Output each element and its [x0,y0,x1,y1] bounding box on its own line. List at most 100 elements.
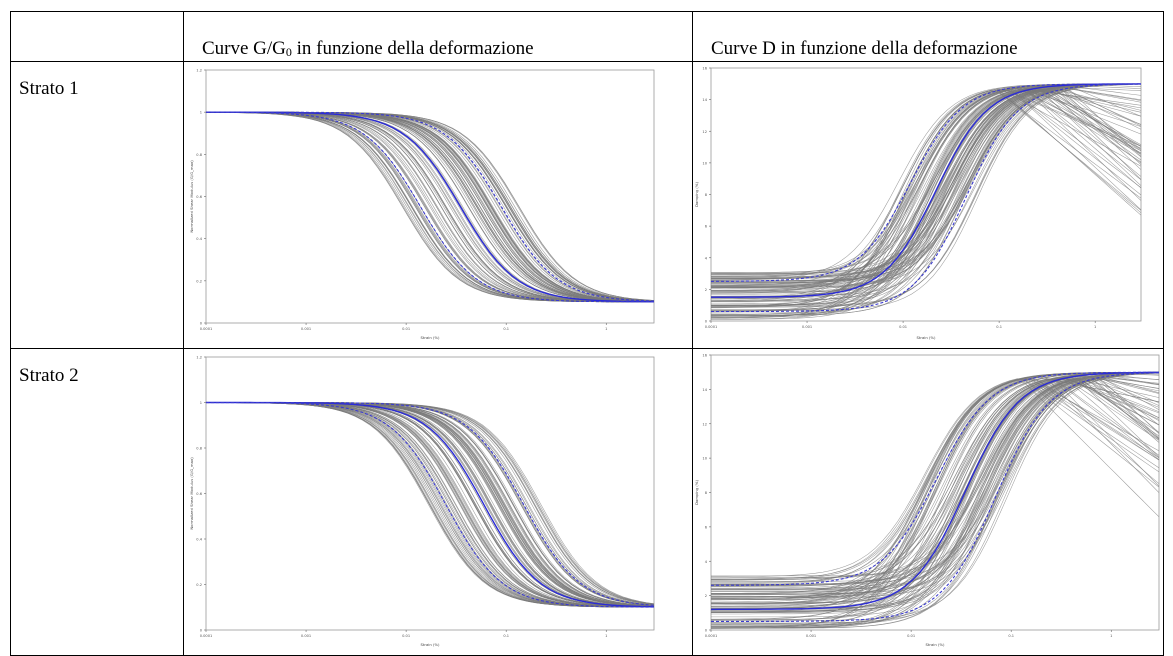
bound-curve [710,83,1142,282]
realization-curve [711,378,1160,584]
x-tick-label: 0.001 [301,634,311,638]
y-tick-label: 10 [702,457,707,461]
realization-curve [711,89,1142,301]
realization-curve [711,89,1142,292]
y-tick-label: 10 [702,161,707,165]
y-tick-label: 16 [702,67,707,71]
median-curve [206,111,654,303]
y-tick-label: 0 [200,629,203,633]
realization-curve [711,88,1142,279]
y-tick-label: 0 [200,322,203,326]
row-label-cell: Strato 1 [10,61,184,349]
y-tick-label: 16 [702,354,707,358]
header-d-title: Curve D in funzione della deformazione [711,38,1018,59]
y-tick-label: 0.6 [196,195,202,199]
bound-curve [206,111,655,302]
realization-curve [711,372,1160,595]
y-tick-label: 0.2 [196,279,202,283]
bound-curve [711,83,1142,313]
realization-curve [711,376,1160,627]
x-tick-label: 1 [1094,325,1096,329]
x-tick-label: 0.1 [503,327,509,331]
x-tick-label: 1 [605,327,607,331]
realization-curve [711,88,1142,311]
x-tick-label: 0.01 [402,634,410,638]
chart-strato-2-d: 0 2 4 6 8 10 12 14 16 0.0001 0.001 0.01 0.1 1 Strain (… [694,354,1160,647]
x-axis-label: Strain (%) [925,642,945,647]
plot-strato-2-g: 0 0.2 0.4 0.6 0.8 1 1.2 0.0001 0.001 0.01 0.1 1 Stra… [184,349,692,655]
realizations-group [711,371,1160,629]
realization-curve [711,89,1142,277]
x-tick-label: 0.001 [802,325,812,329]
x-tick-label: 0.0001 [200,634,213,638]
realization-curve [711,372,1160,624]
x-tick-label: 1 [605,634,607,638]
y-tick-label: 2 [705,288,707,292]
realization-curve [711,88,1142,290]
realization-curve [711,83,1141,295]
y-axis-label: Normalized Shear Modulus (G/G_max) [189,160,194,233]
plot-strato-2-d: 0 2 4 6 8 10 12 14 16 0.0001 0.001 0.01 0.1 1 Strain (… [693,349,1163,655]
plot-cell: 0 0.2 0.4 0.6 0.8 1 1.2 0.0001 0.001 0.01 0.1 1 Stra… [183,61,693,349]
median-curve [710,371,1159,611]
realization-curve [711,378,1160,611]
y-tick-label: 0.4 [196,538,202,542]
x-tick-label: 1 [1110,634,1112,638]
y-tick-label: 6 [705,225,708,229]
realization-curve [711,377,1160,618]
realization-curve [711,375,1160,577]
x-tick-label: 0.0001 [705,325,718,329]
realization-curve [711,375,1160,592]
y-tick-label: 4 [705,560,708,564]
bound-curve [711,372,1160,622]
x-tick-label: 0.1 [996,325,1002,329]
realization-curve [206,112,654,303]
x-axis-label: Strain (%) [420,642,440,647]
realization-curve [711,89,1142,288]
plot-cell: 0 0.2 0.4 0.6 0.8 1 1.2 0.0001 0.001 0.01 0.1 1 Stra… [183,348,693,656]
x-axis-label: Strain (%) [916,335,936,340]
row-strato-1: Strato 1 0 0.2 0.4 0.6 0.8 1 1.2 0.0001 0.001 0.0… [10,61,1164,349]
realization-curve [711,89,1142,320]
realization-curve [711,379,1160,600]
realization-curve [711,372,1160,604]
header-g-title: Curve G/G0 in funzione della deformazion… [202,38,534,59]
median-curve [206,401,655,608]
header-row: Curve G/G0 in funzione della deformazion… [10,11,1164,62]
y-tick-label: 0.8 [196,153,202,157]
realization-curve [711,379,1160,613]
realization-curve [711,90,1142,320]
y-tick-label: 0 [705,320,708,324]
y-tick-label: 1.2 [196,356,202,360]
curves-table: Curve G/G0 in funzione della deformazion… [10,11,1164,656]
plot-cell: 0 2 4 6 8 10 12 14 16 0.0001 0.001 0.01 0.1 1 Strain (… [692,61,1164,349]
x-axis-label: Strain (%) [420,335,440,340]
realization-curve [711,378,1160,609]
plot-cell: 0 2 4 6 8 10 12 14 16 0.0001 0.001 0.01 0.1 1 Strain (… [692,348,1164,656]
realization-curve [206,402,654,608]
realization-curve [711,87,1142,306]
y-tick-label: 8 [705,491,708,495]
x-tick-label: 0.0001 [705,634,718,638]
y-axis-label: Damping (%) [694,479,699,505]
y-tick-label: 8 [705,193,708,197]
realization-curve [711,88,1142,274]
x-tick-label: 0.01 [899,325,907,329]
row-strato-2: Strato 2 0 0.2 0.4 0.6 0.8 1 1.2 0.0001 0.001 0.0… [10,348,1164,656]
y-axis-label: Normalized Shear Modulus (G/G_max) [189,457,194,530]
realization-curve [711,372,1160,615]
y-tick-label: 4 [705,256,708,260]
chart-strato-1-g: 0 0.2 0.4 0.6 0.8 1 1.2 0.0001 0.001 0.01 0.1 1 Stra… [189,69,655,340]
y-tick-label: 0.8 [196,447,202,451]
chart-strato-1-d: 0 2 4 6 8 10 12 14 16 0.0001 0.001 0.01 0.1 1 Strain (… [694,67,1142,340]
row-label: Strato 2 [19,365,79,386]
plot-strato-1-g: 0 0.2 0.4 0.6 0.8 1 1.2 0.0001 0.001 0.01 0.1 1 Stra… [184,62,692,348]
header-blank-cell [10,11,184,62]
x-tick-label: 0.1 [503,634,509,638]
y-axis-label: Damping (%) [694,181,699,207]
chart-strato-2-g: 0 0.2 0.4 0.6 0.8 1 1.2 0.0001 0.001 0.01 0.1 1 Stra… [189,356,655,647]
y-tick-label: 1.2 [196,69,202,73]
realization-curve [711,83,1142,288]
y-tick-label: 1 [200,111,202,115]
x-tick-label: 0.0001 [200,327,213,331]
